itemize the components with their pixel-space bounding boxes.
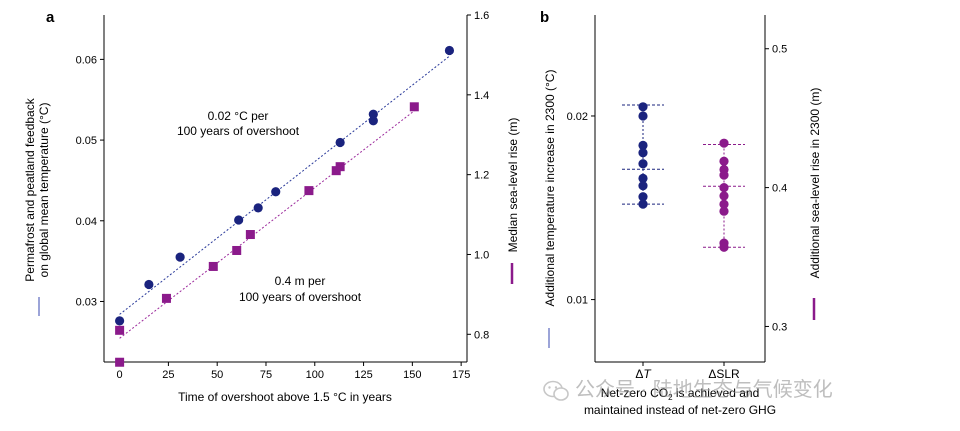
panel-b-y-tick-label-left: 0.01 [567,295,588,307]
panel-b-point-dt [638,192,648,202]
panel-a-sea-level-point [161,293,171,303]
panel-a-x-tick-label: 25 [162,369,174,381]
svg-text:Permafrost and peatland feedba: Permafrost and peatland feedback [23,97,37,281]
panel-a-annotation-4: 100 years of overshoot [239,290,362,304]
panel-a-y-tick-label-left: 0.04 [76,216,97,228]
panel-a-y-tick-label-right: 0.8 [474,329,489,341]
panel-a-annotation-3: 0.4 m per [275,274,326,288]
panel-a-sea-level-point [208,261,218,271]
panel-b-point-dslr [719,156,729,166]
panel-b-point-dt [638,102,648,112]
panel-a: 0 25 50 75 100 125 150 175 0.03 0.04 0.05 0.06 0.8 1.… [23,10,520,404]
panel-a-x-tick-label: 75 [260,369,272,381]
panel-a-fit-lines [119,55,450,339]
panel-b-point-dt [638,173,648,184]
panel-b-point-dt [638,159,648,169]
panel-b-ticks: 0.01 0.02 0.3 0.4 0.5 ΔT ΔSLR [567,44,788,381]
panel-a-temperature-point [144,279,154,290]
panel-b-y-label-left: Additional temperature increase in 2300 … [543,70,557,307]
panel-b-y-tick-label-right: 0.4 [772,183,787,195]
panel-a-sea-level-point [409,102,419,112]
panel-a-sea-level-point [115,357,125,367]
panel-a-y-tick-label-right: 1.2 [474,170,489,182]
panel-b-point-dslr [719,206,729,216]
panel-a-sea-level-point [232,245,242,255]
panel-a-temperature-point [444,45,455,56]
panel-b-caption-line-2: maintained instead of net-zero GHG [584,403,776,417]
panel-a-x-label: Time of overshoot above 1.5 °C in years [178,390,392,404]
panel-a-temperature-point [253,203,263,213]
panel-b-x-tick-label-dt: ΔT [635,367,652,381]
panel-b: 0.01 0.02 0.3 0.4 0.5 ΔT ΔSLR Additional tempe… [543,15,822,417]
panel-a-temperature-point [175,252,185,262]
panel-a-sea-level-point [245,230,255,240]
panel-a-temperature-point [271,187,281,197]
panel-a-fit-line-sea-level [119,110,415,339]
panel-a-x-tick-label: 50 [211,369,223,381]
panel-a-x-tick-label: 150 [403,369,421,381]
panel-b-point-dt [638,181,648,191]
panel-a-y-tick-label-right: 1.0 [474,249,489,261]
panel-b-point-dslr [719,242,729,252]
panel-a-y-label-right: Median sea-level rise (m) [506,118,520,253]
panel-b-point-dslr [719,182,729,193]
panel-b-y-tick-label-right: 0.3 [772,321,787,333]
panel-a-sea-level-point [115,325,125,335]
panel-a-temperature-point [368,109,378,119]
panel-a-sea-level-point [304,186,314,196]
panel-a-fit-line-temperature [119,55,450,315]
panel-a-y-tick-label-left: 0.03 [76,296,97,308]
watermark-text: 公众号 · 陆地生态与气候变化 [575,378,833,401]
panel-a-temperature-point [234,215,244,225]
panel-b-point-dslr [719,170,729,180]
panel-b-caption-line-1: Net-zero CO2 is achieved and [601,386,760,402]
panel-b-point-dt [638,148,648,158]
panel-a-y-tick-label-right: 1.4 [474,90,489,102]
panel-a-y-tick-label-left: 0.05 [76,135,97,147]
panel-a-y-tick-label-left: 0.06 [76,54,97,66]
panel-a-temperature-point [335,137,345,148]
panel-a-x-tick-label: 100 [306,369,324,381]
panel-label-b: b [540,9,549,26]
panel-b-y-tick-label-right: 0.5 [772,44,787,56]
panel-a-ticks: 0 25 50 75 100 125 150 175 0.03 0.04 0.05 0.06 0.8 1.… [76,10,490,381]
panel-b-point-dt [638,199,648,209]
panel-b-point-dslr [719,199,729,209]
panel-b-point-dt [638,140,648,150]
panel-a-y-tick-label-right: 1.6 [474,10,489,22]
panel-a-x-tick-label: 175 [452,369,470,381]
watermark: 公众号 · 陆地生态与气候变化 [543,378,833,401]
panel-b-y-tick-label-left: 0.02 [567,111,588,123]
panel-label-a: a [46,9,55,26]
panel-a-marks [115,45,455,367]
panel-b-point-dt [638,111,648,121]
panel-a-temperature-point [115,316,125,326]
panel-a-y-label-left: Permafrost and peatland feedback on glob… [23,97,51,281]
panel-b-y-label-right: Additional sea-level rise in 2300 (m) [808,88,822,279]
panel-a-x-tick-label: 0 [117,369,123,381]
svg-text:on global mean temperature (°C: on global mean temperature (°C) [37,103,51,278]
wechat-icon [543,380,569,401]
panel-a-annotation-1: 0.02 °C per [208,109,269,123]
panel-b-point-dslr [719,138,729,148]
panel-b-point-dslr [719,191,729,201]
panel-b-marks [622,102,745,252]
panel-b-x-tick-label-dslr: ΔSLR [708,367,740,381]
panel-a-sea-level-point [335,162,345,172]
panel-a-temperature-point [368,116,378,126]
panel-a-x-tick-label: 125 [354,369,372,381]
panel-a-annotation-2: 100 years of overshoot [177,124,300,138]
